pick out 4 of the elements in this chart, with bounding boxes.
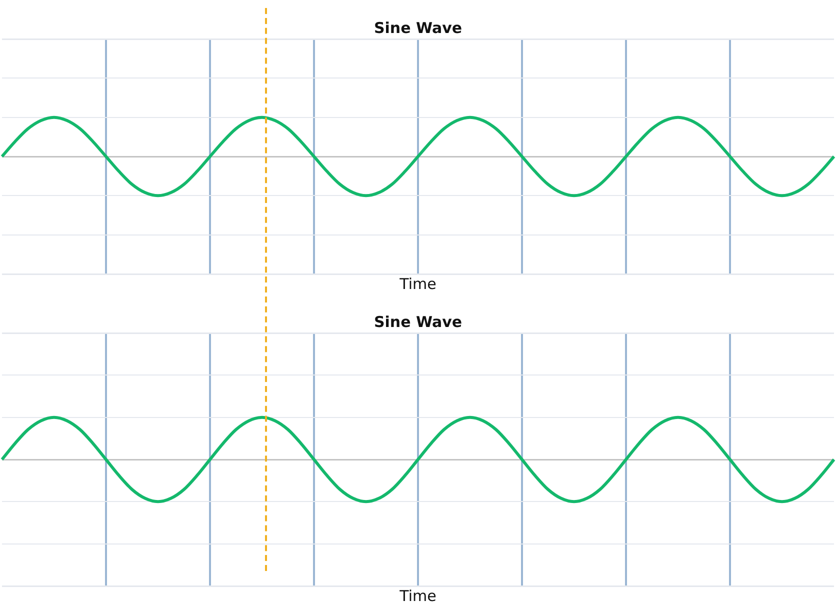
x-axis-title: Time	[398, 586, 436, 605]
x-axis-title: Time	[398, 274, 436, 293]
chart-title: Sine Wave	[374, 18, 462, 37]
chart-title: Sine Wave	[374, 312, 462, 331]
